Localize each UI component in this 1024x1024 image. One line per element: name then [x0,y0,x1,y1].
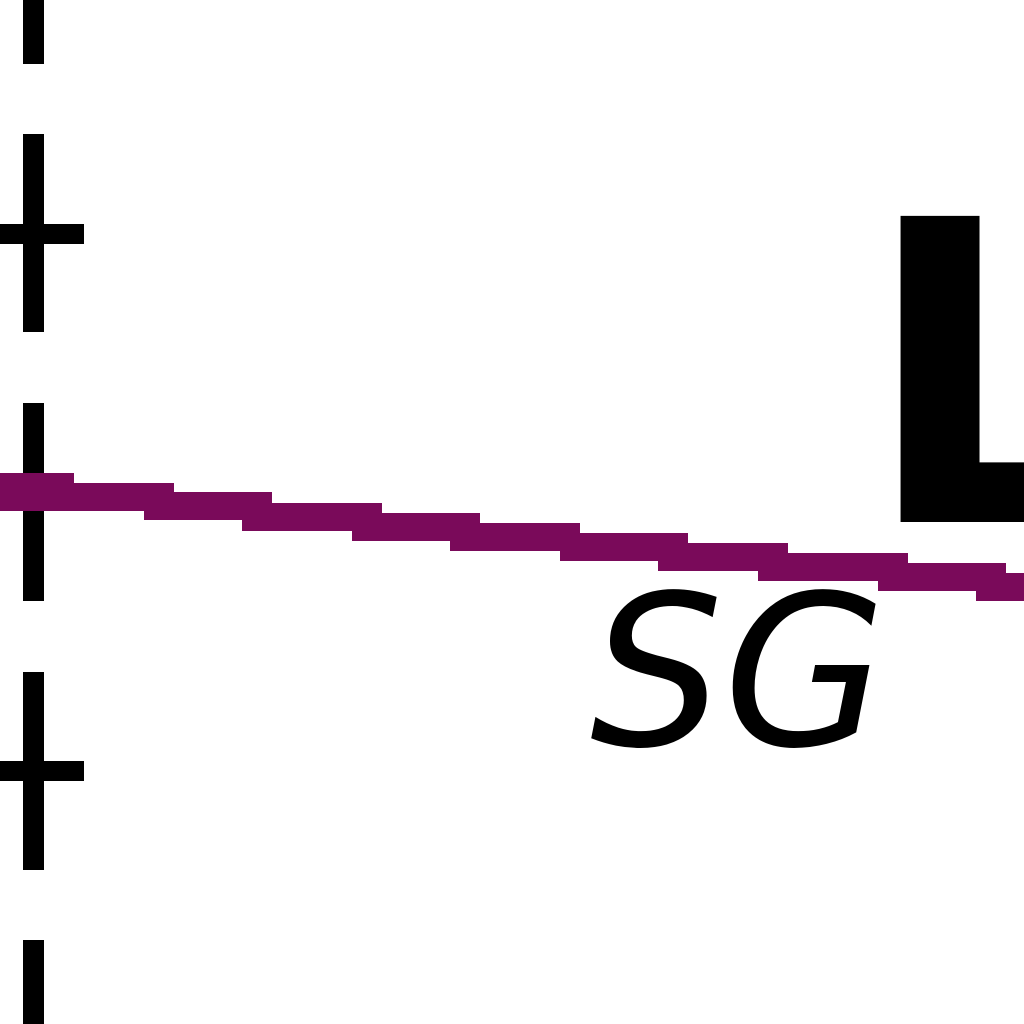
boundary-cross-tick [0,761,84,781]
boundary-line [0,0,84,1024]
route-segment [450,523,580,551]
map-label-small: SG [590,550,886,795]
route-segment [976,573,1024,601]
route-line [0,473,1024,601]
map-label-large: L [862,133,1024,622]
boundary-dash [23,940,44,1024]
boundary-dash [23,0,44,64]
boundary-cross-tick [0,224,84,244]
